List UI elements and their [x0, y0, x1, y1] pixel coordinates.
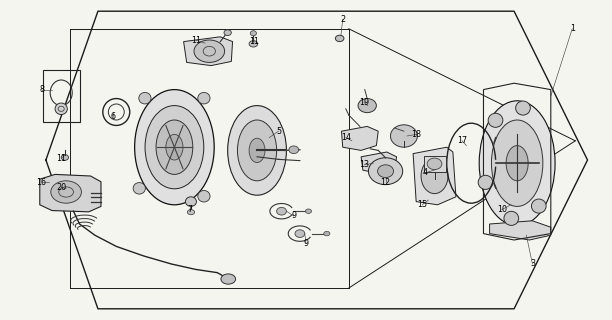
Text: 15: 15 [417, 200, 427, 209]
Polygon shape [40, 174, 101, 212]
Ellipse shape [187, 210, 195, 215]
Ellipse shape [504, 211, 518, 225]
Ellipse shape [51, 181, 81, 203]
Polygon shape [424, 156, 446, 172]
Ellipse shape [250, 31, 256, 36]
Text: 9: 9 [304, 239, 308, 248]
Ellipse shape [378, 165, 394, 178]
Text: 14: 14 [341, 133, 351, 142]
Text: 9: 9 [291, 212, 296, 220]
Text: 17: 17 [457, 136, 467, 145]
Ellipse shape [198, 92, 210, 104]
Ellipse shape [531, 199, 546, 213]
Ellipse shape [249, 138, 265, 163]
Ellipse shape [516, 101, 531, 115]
Text: 12: 12 [381, 178, 390, 187]
Polygon shape [413, 147, 456, 205]
Ellipse shape [224, 30, 231, 36]
Ellipse shape [368, 158, 403, 185]
Ellipse shape [506, 146, 528, 181]
Text: 6: 6 [111, 112, 116, 121]
Ellipse shape [139, 92, 151, 104]
Text: 3: 3 [530, 260, 535, 268]
Ellipse shape [228, 106, 286, 195]
Text: 5: 5 [276, 127, 281, 136]
Polygon shape [490, 221, 551, 240]
Text: 11: 11 [191, 36, 201, 44]
Ellipse shape [133, 183, 146, 194]
Ellipse shape [249, 41, 258, 47]
Ellipse shape [390, 125, 417, 147]
Polygon shape [361, 152, 397, 173]
Text: 8: 8 [39, 85, 44, 94]
Polygon shape [184, 37, 233, 66]
Text: 1: 1 [570, 24, 575, 33]
Ellipse shape [221, 274, 236, 284]
Ellipse shape [324, 231, 330, 236]
Ellipse shape [185, 197, 196, 206]
Ellipse shape [194, 40, 225, 62]
Text: 4: 4 [423, 168, 428, 177]
Ellipse shape [478, 175, 493, 189]
Ellipse shape [55, 103, 67, 115]
Ellipse shape [421, 158, 448, 194]
Text: 20: 20 [56, 183, 66, 192]
Text: 16: 16 [37, 178, 47, 187]
Ellipse shape [166, 134, 183, 160]
Ellipse shape [145, 106, 204, 189]
Ellipse shape [479, 101, 555, 226]
Text: 11: 11 [56, 154, 66, 163]
Text: 10: 10 [497, 205, 507, 214]
Text: 19: 19 [359, 98, 369, 107]
Text: 13: 13 [359, 160, 369, 169]
Ellipse shape [135, 90, 214, 205]
Text: 2: 2 [340, 15, 345, 24]
Ellipse shape [156, 120, 193, 174]
Ellipse shape [335, 35, 344, 42]
Text: 7: 7 [187, 205, 192, 214]
Ellipse shape [427, 158, 442, 170]
Polygon shape [341, 126, 378, 150]
Ellipse shape [305, 209, 312, 213]
Ellipse shape [289, 146, 299, 154]
Text: 11: 11 [249, 37, 259, 46]
Ellipse shape [488, 113, 503, 127]
Ellipse shape [198, 190, 210, 202]
Ellipse shape [61, 155, 69, 160]
Ellipse shape [358, 99, 376, 113]
Text: 18: 18 [411, 130, 421, 139]
Ellipse shape [295, 230, 305, 237]
Ellipse shape [491, 120, 543, 206]
Ellipse shape [237, 120, 277, 181]
Ellipse shape [277, 207, 286, 215]
